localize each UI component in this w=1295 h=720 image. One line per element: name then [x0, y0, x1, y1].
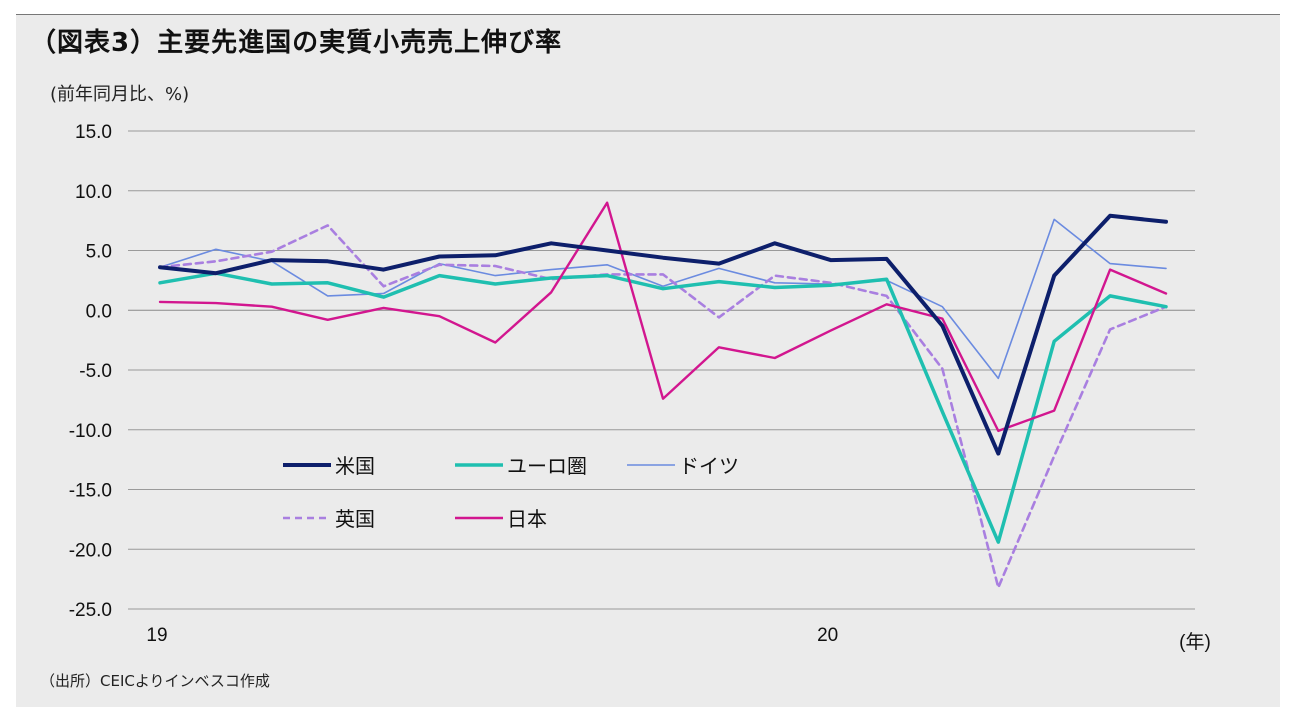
y-tick-label: -5.0	[79, 361, 112, 382]
series-lines	[158, 201, 1168, 589]
x-tick-label: 20	[817, 625, 838, 646]
y-tick-labels: 15.0 10.0 5.0 0.0 -5.0 -10.0 -15.0 -20.0 -25.0	[69, 122, 112, 621]
series-line-英国	[158, 224, 1168, 589]
y-tick-label: -25.0	[69, 600, 112, 621]
chart-title: （図表3）主要先進国の実質小売売上伸び率	[30, 28, 563, 58]
x-tick-labels: 19 20 (年)	[146, 625, 1210, 653]
series-line-ユーロ圏	[158, 271, 1168, 544]
y-tick-label: 10.0	[75, 182, 112, 203]
series-line-ドイツ	[159, 218, 1167, 380]
x-tick-label: 19	[146, 625, 167, 646]
y-axis-unit-label: (前年同月比、%)	[50, 84, 190, 105]
gridlines	[128, 130, 1195, 610]
y-tick-label: -10.0	[69, 421, 112, 442]
series-line-日本	[158, 201, 1168, 433]
legend-label: 日本	[507, 507, 547, 531]
legend-label: 米国	[335, 454, 375, 478]
legend-label: ドイツ	[679, 454, 739, 478]
legend-label: ユーロ圏	[507, 454, 587, 478]
source-note: （出所）CEICよりインベスコ作成	[40, 672, 270, 690]
series-line-米国	[158, 213, 1168, 456]
y-tick-label: 5.0	[86, 242, 112, 263]
x-axis-unit-label: (年)	[1179, 631, 1211, 653]
y-tick-label: 0.0	[86, 301, 112, 322]
chart-panel	[16, 14, 1280, 707]
y-tick-label: -15.0	[69, 481, 112, 502]
y-tick-label: 15.0	[75, 122, 112, 143]
legend-label: 英国	[335, 507, 375, 531]
y-tick-label: -20.0	[69, 540, 112, 561]
